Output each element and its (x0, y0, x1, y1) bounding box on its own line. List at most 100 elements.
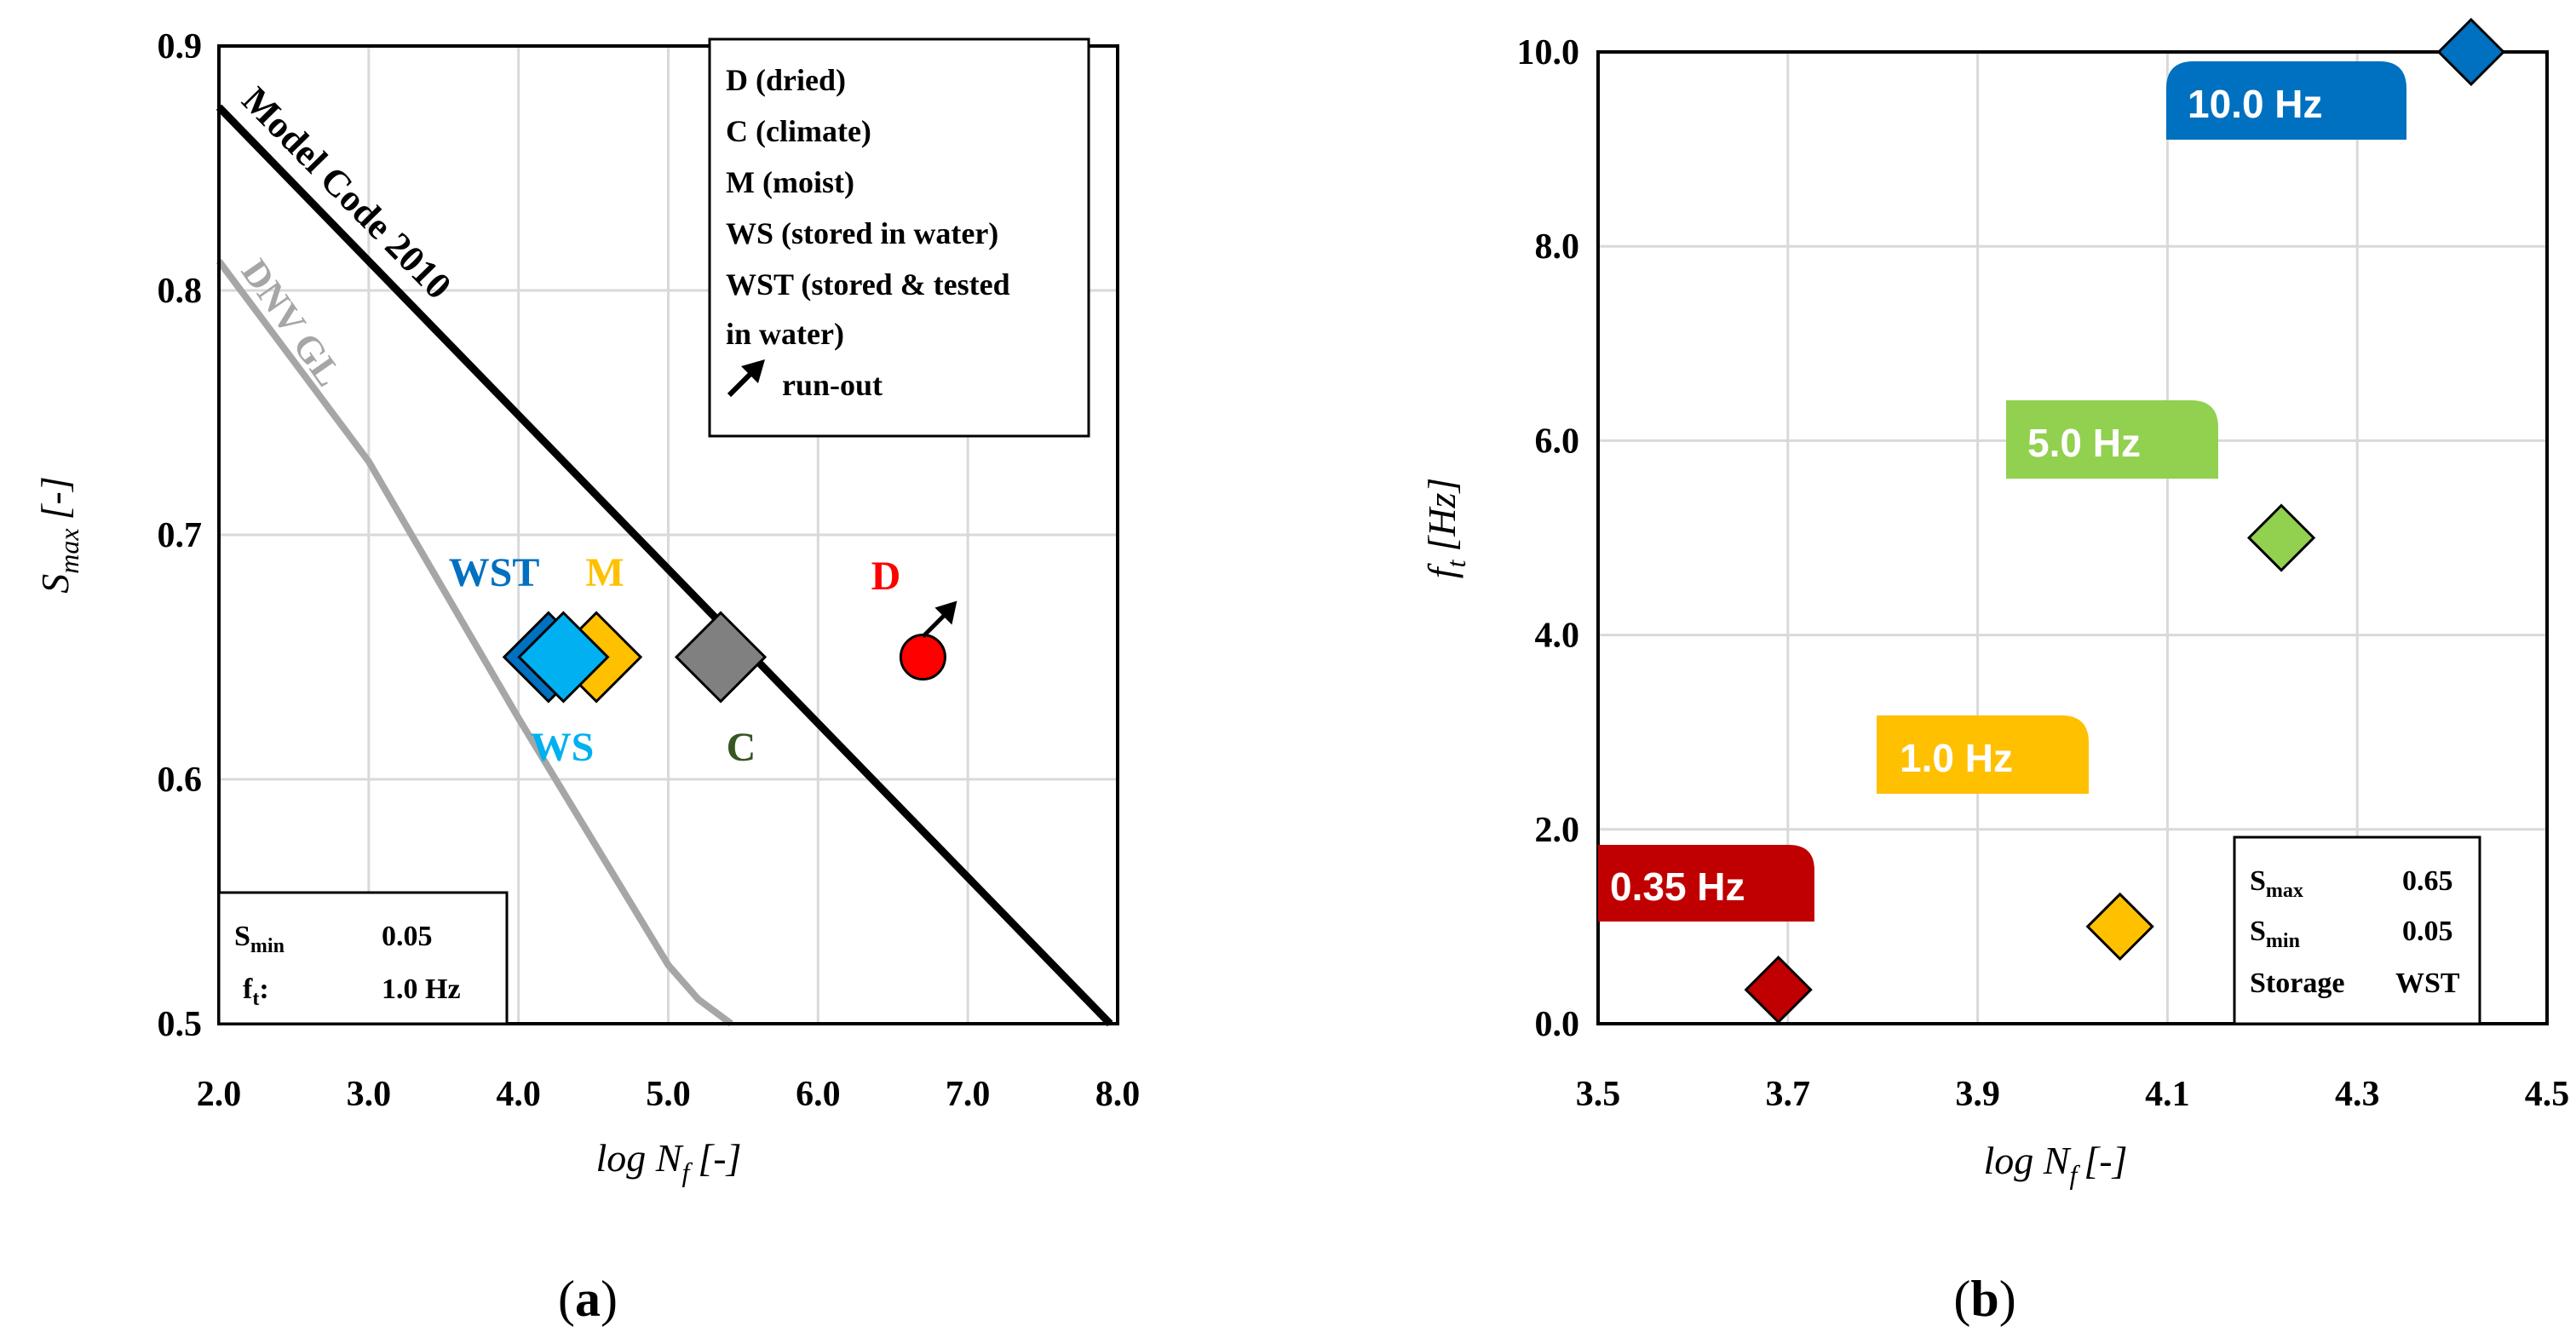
caption-a-close: ) (601, 1271, 618, 1327)
y-axis-ticks-a: 0.5 0.6 0.7 0.8 0.9 (158, 27, 203, 1044)
x-axis-label-a: log Nf [-] (596, 1136, 742, 1187)
x-tick-label: 4.3 (2335, 1075, 2380, 1114)
chart-panel-b: 0.0 2.0 4.0 6.0 8.0 10.0 3.5 3.7 3.9 4.1 4.3 4.5 0… (1420, 17, 2570, 1327)
y-tick-label: 0.9 (158, 27, 203, 66)
label-ws: WS (531, 725, 595, 770)
legend-entry-c: C (climate) (726, 114, 871, 148)
x-tick-label: 8.0 (1095, 1075, 1141, 1114)
info-b-storage-value: WST (2395, 968, 2460, 999)
callout-1hz-text: 1.0 Hz (1900, 736, 2013, 780)
callout-10hz: 10.0 Hz (2166, 61, 2406, 140)
legend-entry-ws: WS (stored in water) (726, 216, 998, 250)
y-tick-label: 2.0 (1535, 811, 1580, 850)
caption-a: (a) (558, 1271, 618, 1327)
info-a-ft-key-suffix: : (259, 973, 268, 1005)
legend-runout-arrowhead-icon (741, 359, 765, 383)
info-b-smin-value: 0.05 (2402, 916, 2453, 947)
point-c (674, 611, 768, 703)
x-axis-ticks-b: 3.5 3.7 3.9 4.1 4.3 4.5 (1576, 1075, 2570, 1114)
x-tick-label: 3.9 (1955, 1075, 2000, 1114)
info-b-smin-key: Smin (2250, 916, 2300, 952)
callout-035hz: 0.35 Hz (1598, 845, 1814, 922)
dnv-gl-label: DNV GL (233, 252, 350, 394)
info-b-smax-key-sub: max (2266, 880, 2303, 902)
y-tick-label: 0.7 (158, 516, 203, 555)
info-b-smax-key-main: S (2250, 865, 2266, 897)
x-tick-label: 4.1 (2145, 1075, 2190, 1114)
x-axis-label-a-unit: [-] (698, 1136, 741, 1180)
x-tick-label: 4.5 (2525, 1075, 2570, 1114)
callout-035hz-box (1598, 845, 1814, 922)
data-points-a (502, 611, 946, 703)
info-a-smin-key: Smin (234, 921, 285, 957)
legend-box (708, 37, 1090, 438)
callout-5hz-box (2006, 400, 2218, 479)
legend-entry-wst: WST (stored & tested (726, 267, 1010, 301)
y-tick-label: 0.0 (1535, 1005, 1580, 1044)
x-tick-label: 2.0 (197, 1075, 242, 1114)
x-tick-label: 6.0 (796, 1075, 841, 1114)
y-tick-label: 4.0 (1535, 617, 1580, 656)
x-axis-label-b-unit: [-] (2084, 1139, 2127, 1182)
chart-panel-a: 0.50.60.70.80.9 2.0 3.0 4.0 5.0 6.0 7.0 8.0 Mo… (33, 27, 1140, 1327)
model-code-2010-line (216, 104, 1113, 1027)
info-a-ft-value: 1.0 Hz (382, 973, 461, 1005)
label-d: D (871, 554, 901, 599)
runout-arrowhead (934, 600, 957, 625)
y-axis-label-a-sub: max (54, 528, 84, 573)
y-axis-ticks-b: 0.0 2.0 4.0 6.0 8.0 10.0 (1517, 33, 1580, 1044)
callout-10hz-text: 10.0 Hz (2188, 82, 2323, 126)
caption-a-letter: a (575, 1271, 601, 1327)
legend-a: D (dried) C (climate) M (moist) WS (stor… (708, 37, 1090, 438)
y-axis-label-a-unit: [-] (33, 476, 77, 520)
info-box-b-frame (2233, 836, 2481, 1025)
info-a-ft-key-sub: t (252, 988, 259, 1010)
info-b-smin-key-sub: min (2266, 930, 2300, 952)
x-tick-label: 7.0 (946, 1075, 991, 1114)
y-tick-label: 6.0 (1535, 422, 1580, 461)
info-b-smax-key: Smax (2250, 865, 2303, 902)
info-a-smin-value: 0.05 (382, 921, 433, 952)
y-axis-label-b-sub: t (1440, 560, 1471, 568)
callout-10hz-box (2166, 61, 2406, 140)
y-tick-label: 0.5 (158, 1005, 203, 1044)
label-wst: WST (449, 550, 540, 595)
caption-a-open: ( (558, 1271, 575, 1327)
info-a-smin-key-main: S (234, 921, 250, 952)
legend-entry-m: M (moist) (726, 165, 854, 199)
caption-b: (b) (1953, 1271, 2015, 1327)
info-b-storage-key: Storage (2250, 968, 2344, 999)
y-tick-label: 0.8 (158, 272, 203, 311)
caption-b-letter: b (1970, 1271, 1998, 1327)
caption-b-close: ) (1999, 1271, 2016, 1327)
info-a-ft-key: ft: (243, 973, 269, 1010)
dnv-gl-line (216, 259, 733, 1027)
y-tick-label: 8.0 (1535, 227, 1580, 267)
x-axis-ticks-a: 2.0 3.0 4.0 5.0 6.0 7.0 8.0 (197, 1075, 1141, 1114)
callout-5hz-text: 5.0 Hz (2027, 421, 2141, 465)
reference-lines-a (216, 104, 1113, 1027)
callout-1hz-box (1877, 715, 2089, 794)
point-100hz (2436, 17, 2506, 87)
info-box-b: Smax 0.65 Smin 0.05 Storage WST (2233, 836, 2481, 1025)
x-axis-label-a-sub: f (681, 1157, 693, 1187)
point-50hz (2246, 503, 2316, 572)
x-axis-label-b-main: log N (1984, 1139, 2072, 1182)
info-a-smin-key-sub: min (250, 935, 285, 957)
x-axis-label-b: log Nf [-] (1984, 1139, 2128, 1190)
label-m: M (585, 550, 624, 595)
legend-entry-runout: run-out (782, 368, 883, 402)
info-box-a-frame (217, 891, 509, 1025)
x-tick-label: 4.0 (496, 1075, 541, 1114)
plot-area-a (217, 44, 1119, 1025)
y-axis-label-a-main: S (33, 574, 77, 594)
plot-area-b (1596, 50, 2549, 1025)
point-d (899, 634, 946, 680)
y-axis-label-b-unit: [Hz] (1420, 478, 1463, 552)
callout-035hz-text: 0.35 Hz (1610, 864, 1745, 909)
y-axis-label-a: Smax [-] (33, 476, 84, 593)
x-tick-label: 3.5 (1576, 1075, 1621, 1114)
x-tick-label: 3.7 (1766, 1075, 1811, 1114)
info-a-ft-key-main: f (243, 973, 253, 1005)
